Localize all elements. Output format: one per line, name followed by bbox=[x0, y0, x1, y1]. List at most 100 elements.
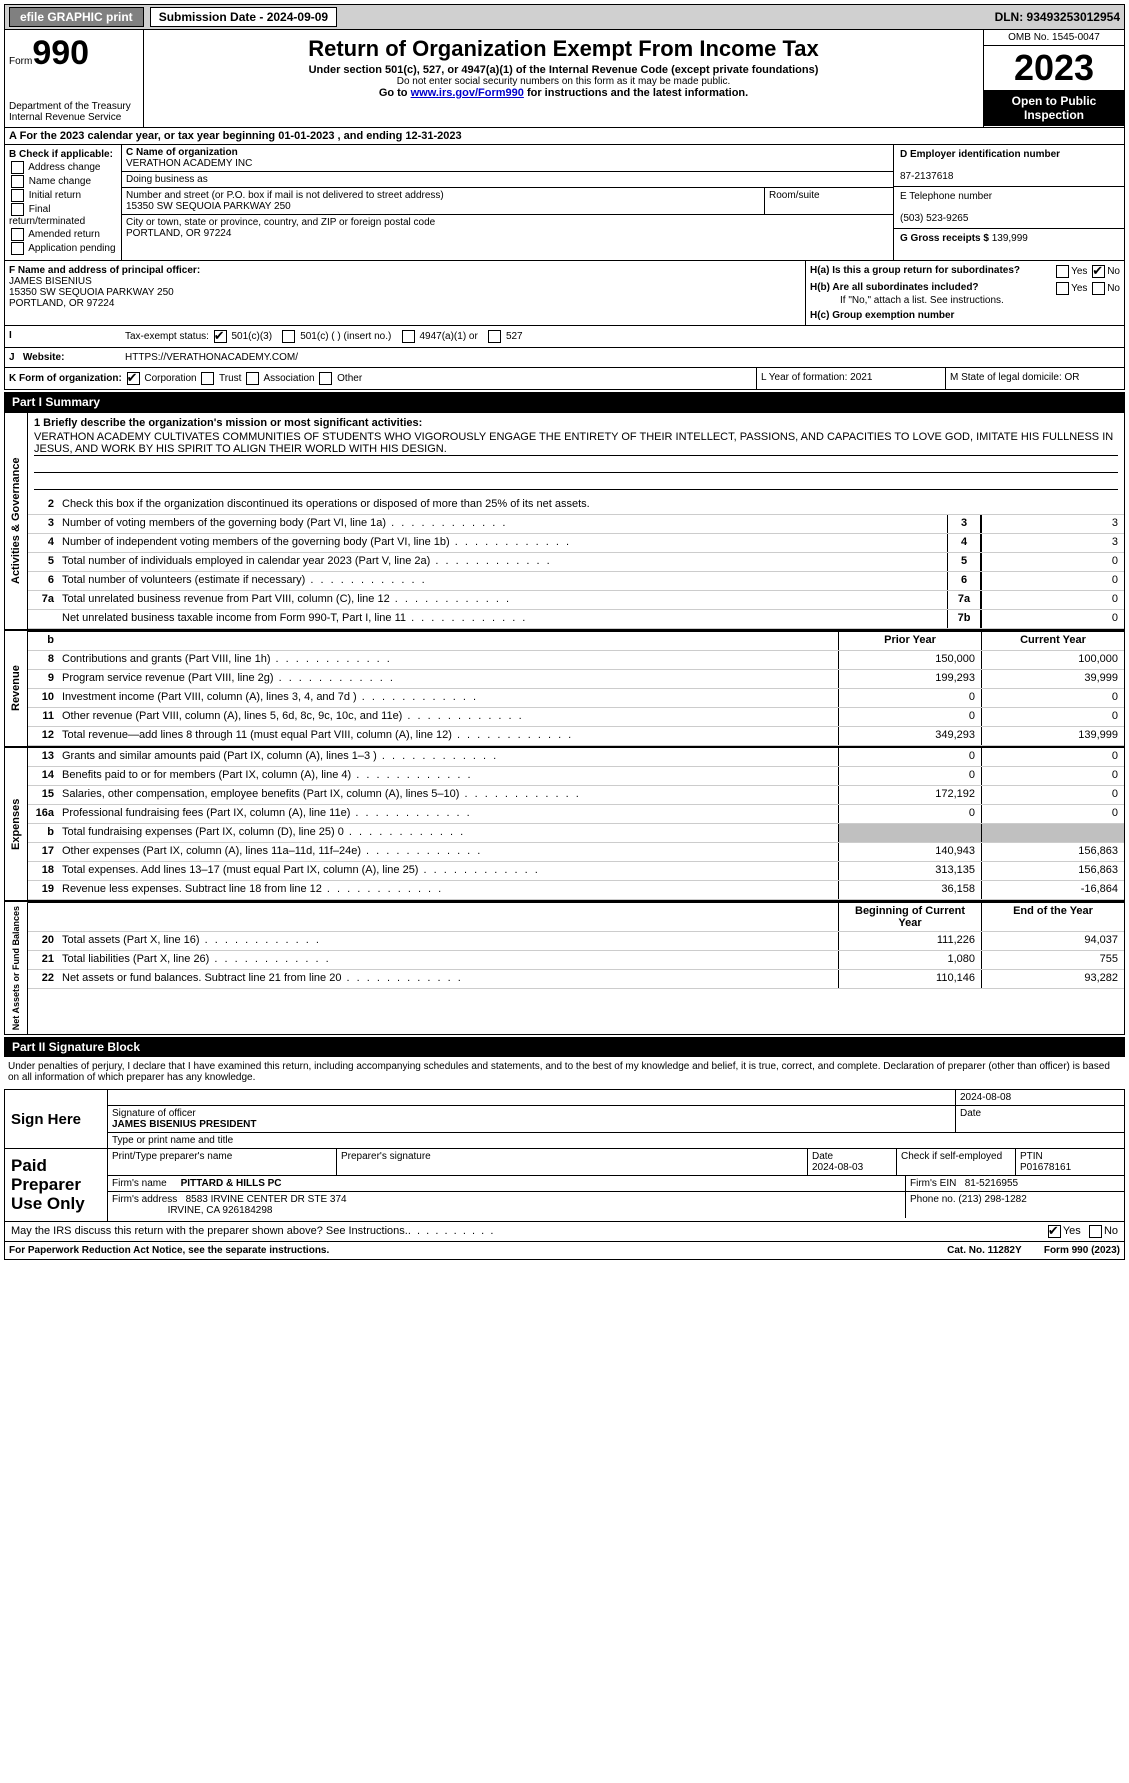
dln: DLN: 93493253012954 bbox=[995, 10, 1120, 24]
current-value: 0 bbox=[981, 708, 1124, 726]
527-checkbox[interactable] bbox=[488, 330, 501, 343]
officer-addr1: 15350 SW SEQUOIA PARKWAY 250 bbox=[9, 287, 174, 298]
perjury-statement: Under penalties of perjury, I declare th… bbox=[4, 1057, 1125, 1087]
corp-checkbox[interactable] bbox=[127, 372, 140, 385]
end-year-hdr: End of the Year bbox=[981, 903, 1124, 931]
part1-header: Part I Summary bbox=[4, 392, 1125, 412]
prior-value: 1,080 bbox=[838, 951, 981, 969]
form-footer: Form 990 (2023) bbox=[1044, 1245, 1120, 1256]
row-a-period: A For the 2023 calendar year, or tax yea… bbox=[4, 128, 1125, 145]
hb-yes-checkbox[interactable] bbox=[1056, 282, 1069, 295]
inspection-notice: Open to Public Inspection bbox=[984, 90, 1124, 126]
telephone: (503) 523-9265 bbox=[900, 213, 968, 224]
prior-year-hdr: Prior Year bbox=[838, 632, 981, 650]
current-value bbox=[981, 824, 1124, 842]
gross-receipts: 139,999 bbox=[992, 233, 1028, 244]
vtab-governance: Activities & Governance bbox=[5, 413, 28, 629]
preparer-date: 2024-08-03 bbox=[812, 1162, 863, 1173]
org-name: VERATHON ACADEMY INC bbox=[126, 158, 252, 169]
current-value: 156,863 bbox=[981, 843, 1124, 861]
mission-block: 1 Briefly describe the organization's mi… bbox=[28, 413, 1124, 496]
mission-text: VERATHON ACADEMY CULTIVATES COMMUNITIES … bbox=[34, 431, 1118, 456]
boxb-checkbox[interactable] bbox=[11, 203, 24, 216]
gov-value: 0 bbox=[981, 553, 1124, 571]
boxb-checkbox[interactable] bbox=[11, 175, 24, 188]
efile-print-button[interactable]: efile GRAPHIC print bbox=[9, 7, 144, 27]
prior-value: 110,146 bbox=[838, 970, 981, 988]
officer-addr2: PORTLAND, OR 97224 bbox=[9, 298, 114, 309]
current-value: 39,999 bbox=[981, 670, 1124, 688]
top-bar: efile GRAPHIC print Submission Date - 20… bbox=[4, 4, 1125, 30]
form-title: Return of Organization Exempt From Incom… bbox=[152, 36, 975, 62]
prior-value: 150,000 bbox=[838, 651, 981, 669]
form-subtitle: Under section 501(c), 527, or 4947(a)(1)… bbox=[152, 64, 975, 76]
signature-block: Sign Here 2024-08-08 Signature of office… bbox=[4, 1089, 1125, 1222]
cat-no: Cat. No. 11282Y bbox=[947, 1245, 1021, 1256]
firm-addr1: 8583 IRVINE CENTER DR STE 374 bbox=[186, 1194, 347, 1205]
firm-phone: (213) 298-1282 bbox=[958, 1194, 1026, 1205]
firm-name: PITTARD & HILLS PC bbox=[181, 1178, 282, 1189]
gov-value: 3 bbox=[981, 515, 1124, 533]
vtab-expenses: Expenses bbox=[5, 748, 28, 900]
current-value: 0 bbox=[981, 786, 1124, 804]
section-bcd: B Check if applicable: Address change Na… bbox=[4, 145, 1125, 261]
ha-no-checkbox[interactable] bbox=[1092, 265, 1105, 278]
current-value: 139,999 bbox=[981, 727, 1124, 745]
officer-name: JAMES BISENIUS bbox=[9, 276, 92, 287]
prior-value: 199,293 bbox=[838, 670, 981, 688]
501c-checkbox[interactable] bbox=[282, 330, 295, 343]
gov-value: 3 bbox=[981, 534, 1124, 552]
prior-value: 0 bbox=[838, 689, 981, 707]
prior-value: 313,135 bbox=[838, 862, 981, 880]
box-b: B Check if applicable: Address change Na… bbox=[5, 145, 122, 260]
current-value: 156,863 bbox=[981, 862, 1124, 880]
boxb-checkbox[interactable] bbox=[11, 228, 24, 241]
current-value: 755 bbox=[981, 951, 1124, 969]
paid-preparer-label: Paid Preparer Use Only bbox=[5, 1149, 108, 1221]
hb-no-checkbox[interactable] bbox=[1092, 282, 1105, 295]
current-value: 94,037 bbox=[981, 932, 1124, 950]
section-fh: F Name and address of principal officer:… bbox=[4, 261, 1125, 326]
state-domicile: M State of legal domicile: OR bbox=[946, 368, 1124, 389]
prior-value: 36,158 bbox=[838, 881, 981, 899]
current-value: 93,282 bbox=[981, 970, 1124, 988]
discuss-no-checkbox[interactable] bbox=[1089, 1225, 1102, 1238]
current-value: 0 bbox=[981, 767, 1124, 785]
ssn-warning: Do not enter social security numbers on … bbox=[152, 76, 975, 87]
gov-value: 0 bbox=[981, 591, 1124, 609]
omb-number: OMB No. 1545-0047 bbox=[984, 30, 1124, 46]
gov-value: 0 bbox=[981, 572, 1124, 590]
assoc-checkbox[interactable] bbox=[246, 372, 259, 385]
irs-link[interactable]: www.irs.gov/Form990 bbox=[411, 87, 524, 99]
discuss-row: May the IRS discuss this return with the… bbox=[4, 1222, 1125, 1242]
website-url: HTTPS://VERATHONACADEMY.COM/ bbox=[121, 348, 1124, 367]
trust-checkbox[interactable] bbox=[201, 372, 214, 385]
prior-value: 111,226 bbox=[838, 932, 981, 950]
row-j-website: J Website: HTTPS://VERATHONACADEMY.COM/ bbox=[4, 348, 1125, 368]
boxb-checkbox[interactable] bbox=[11, 242, 24, 255]
prior-value: 0 bbox=[838, 805, 981, 823]
current-value: -16,864 bbox=[981, 881, 1124, 899]
page-footer: For Paperwork Reduction Act Notice, see … bbox=[4, 1242, 1125, 1260]
tax-year: 2023 bbox=[984, 46, 1124, 90]
form-number: Form990 bbox=[9, 34, 139, 73]
current-year-hdr: Current Year bbox=[981, 632, 1124, 650]
discuss-yes-checkbox[interactable] bbox=[1048, 1225, 1061, 1238]
officer-signature: JAMES BISENIUS PRESIDENT bbox=[112, 1119, 256, 1130]
row-klm: K Form of organization: Corporation Trus… bbox=[4, 368, 1125, 390]
other-checkbox[interactable] bbox=[319, 372, 332, 385]
form-header: Form990 Department of the Treasury Inter… bbox=[4, 30, 1125, 128]
prior-value: 0 bbox=[838, 748, 981, 766]
4947-checkbox[interactable] bbox=[402, 330, 415, 343]
street: 15350 SW SEQUOIA PARKWAY 250 bbox=[126, 201, 291, 212]
501c3-checkbox[interactable] bbox=[214, 330, 227, 343]
sign-date: 2024-08-08 bbox=[956, 1090, 1124, 1105]
box-d: D Employer identification number87-21376… bbox=[893, 145, 1124, 260]
ha-yes-checkbox[interactable] bbox=[1056, 265, 1069, 278]
boxb-checkbox[interactable] bbox=[11, 161, 24, 174]
vtab-netassets: Net Assets or Fund Balances bbox=[5, 902, 28, 1034]
prior-value: 0 bbox=[838, 767, 981, 785]
boxb-checkbox[interactable] bbox=[11, 189, 24, 202]
vtab-revenue: Revenue bbox=[5, 631, 28, 746]
beg-year-hdr: Beginning of Current Year bbox=[838, 903, 981, 931]
